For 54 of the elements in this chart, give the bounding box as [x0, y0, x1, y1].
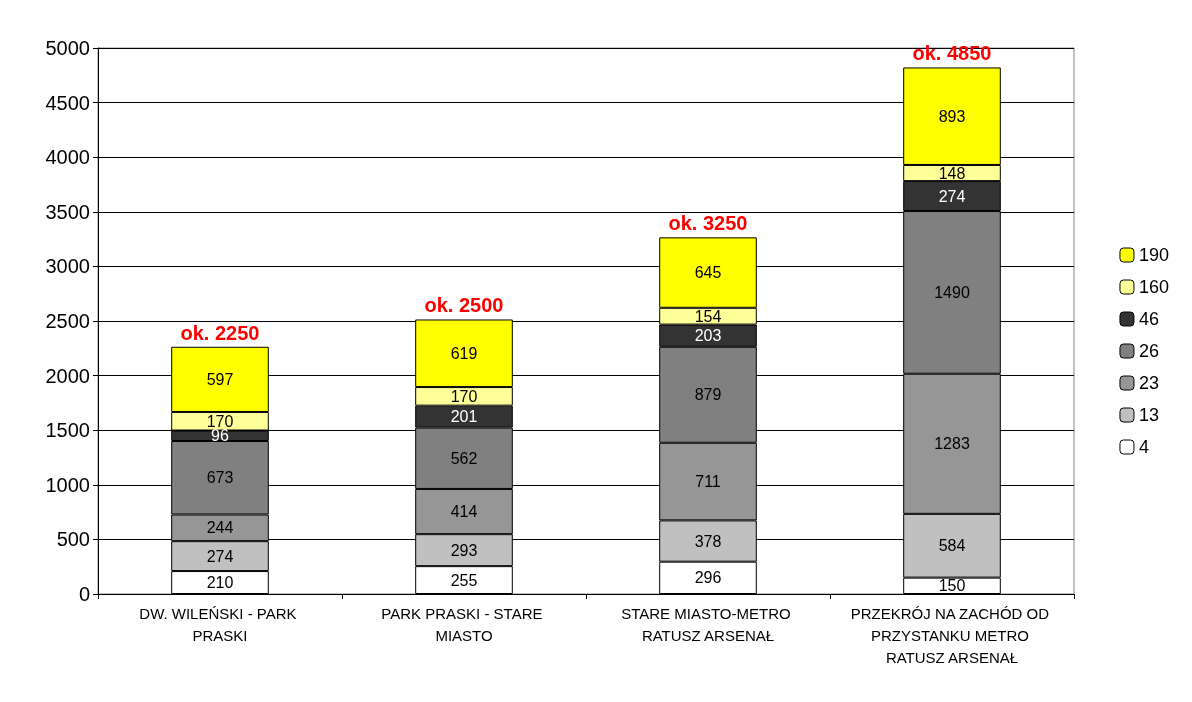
x-tick-label: STARE MIASTO-METRO RATUSZ ARSENAŁ: [621, 604, 795, 644]
data-label: 150: [938, 577, 966, 595]
legend-label: 46: [1138, 309, 1159, 329]
legend-label: 26: [1138, 341, 1159, 361]
data-label: 1283: [934, 435, 970, 453]
data-label: 296: [694, 569, 722, 587]
legend-label: 160: [1138, 277, 1170, 297]
x-tick-label: PRZEKRÓJ NA ZACHÓD OD PRZYSTANKU METRO RATUSZ ARSENAŁ: [850, 604, 1054, 666]
data-label: 293: [450, 541, 478, 559]
annotation: ok. 3250: [668, 212, 748, 235]
legend-label: 23: [1138, 373, 1159, 393]
data-label: 203: [694, 327, 722, 345]
y-tick-label: 5000: [45, 37, 90, 59]
data-label: 148: [938, 164, 966, 182]
y-tick-label: 500: [56, 528, 90, 551]
legend-label: 190: [1138, 245, 1170, 265]
data-label: 378: [694, 532, 722, 550]
data-label: 619: [450, 344, 478, 362]
data-label: 1490: [934, 283, 970, 301]
legend-label: 13: [1138, 405, 1159, 425]
y-tick-label: 4000: [45, 146, 90, 169]
data-label: 274: [938, 187, 966, 205]
data-label: 893: [938, 107, 966, 125]
data-label: 201: [450, 408, 478, 426]
legend-label: 4: [1138, 437, 1149, 457]
y-tick-label: 3500: [45, 200, 90, 223]
data-label: 96: [211, 427, 229, 445]
x-tick-label: PARK PRASKI - STARE MIASTO: [381, 604, 547, 644]
data-label: 255: [450, 571, 478, 589]
y-tick-label: 0: [78, 583, 90, 605]
data-label: 597: [206, 370, 234, 388]
data-label: 244: [206, 519, 234, 537]
x-tick-label: DW. WILEŃSKI - PARK PRASKI: [139, 604, 301, 644]
annotation: ok. 4850: [912, 42, 992, 65]
data-label: 170: [206, 412, 234, 430]
y-tick-label: 3000: [45, 255, 90, 278]
data-label: 584: [938, 537, 966, 555]
data-label: 414: [450, 503, 478, 521]
y-tick-label: 1500: [45, 419, 90, 442]
y-tick-label: 2500: [45, 310, 90, 332]
data-label: 645: [694, 264, 722, 282]
data-label: 711: [695, 473, 721, 491]
y-tick-label: 1000: [45, 473, 90, 496]
annotation: ok. 2500: [424, 294, 504, 317]
data-label: 210: [206, 574, 234, 592]
data-label: 274: [206, 547, 234, 565]
annotation: ok. 2250: [180, 321, 260, 344]
y-tick-label: 4500: [45, 91, 90, 114]
data-label: 170: [450, 387, 478, 405]
y-tick-label: 2000: [45, 364, 90, 387]
data-label: 562: [450, 449, 478, 467]
data-label: 154: [694, 307, 722, 325]
data-label: 879: [694, 386, 722, 404]
data-label: 673: [206, 469, 234, 487]
